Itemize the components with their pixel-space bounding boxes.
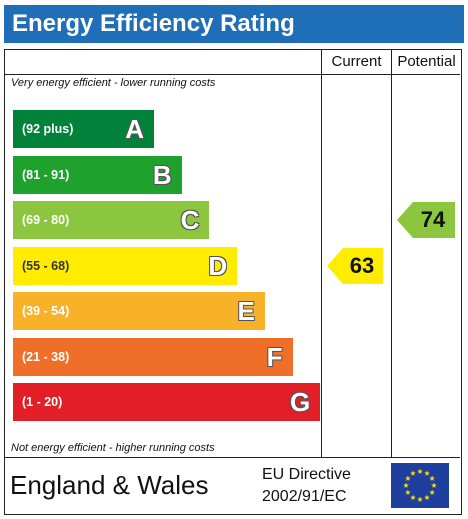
band-letter: G — [289, 387, 311, 417]
band-e: (39 - 54) E — [13, 292, 265, 330]
band-range: (55 - 68) — [22, 258, 70, 273]
eu-star — [431, 482, 437, 488]
eu-star — [429, 489, 435, 495]
header-divider — [5, 74, 460, 75]
eu-star — [410, 470, 416, 476]
eu-star — [417, 468, 423, 474]
eu-directive: EU Directive 2002/91/EC — [262, 464, 351, 508]
potential-rating-arrow: 74 — [397, 202, 455, 238]
eu-star — [403, 482, 409, 488]
top-caption: Very energy efficient - lower running co… — [11, 77, 216, 89]
eu-star — [410, 494, 416, 501]
band-letter: F — [266, 341, 283, 372]
eu-flag-icon — [391, 463, 449, 508]
band-c: (69 - 80) C — [13, 201, 210, 239]
band-range: (1 - 20) — [22, 395, 63, 409]
band-range: (69 - 80) — [22, 213, 70, 227]
column-divider-current — [321, 50, 322, 458]
band-range: (21 - 38) — [22, 349, 70, 364]
current-column-header: Current — [331, 53, 382, 70]
band-a: (92 plus) A — [13, 110, 154, 148]
band-letter: A — [125, 114, 144, 144]
band-range: (81 - 91) — [22, 167, 70, 182]
directive-line-1: EU Directive — [262, 466, 351, 483]
bottom-caption: Not energy efficient - higher running co… — [11, 442, 215, 454]
column-divider-potential — [391, 50, 392, 458]
band-g: (1 - 20) G — [13, 383, 321, 421]
eu-star — [405, 489, 411, 495]
band-range: (92 plus) — [22, 122, 74, 136]
footer-divider — [5, 457, 460, 458]
band-letter: E — [237, 296, 255, 326]
band-f: (21 - 38) F — [13, 337, 293, 376]
potential-arrow-shape — [397, 202, 455, 238]
eu-star — [405, 475, 411, 481]
current-arrow-shape — [327, 247, 383, 284]
eu-star — [429, 475, 435, 481]
current-rating-arrow: 63 — [327, 247, 383, 284]
eu-star — [424, 494, 430, 501]
directive-line-2: 2002/91/EC — [262, 488, 347, 505]
country-label: England & Wales — [10, 470, 209, 500]
band-letter: B — [152, 159, 172, 190]
potential-column-header: Potential — [397, 53, 456, 70]
eu-star — [424, 470, 430, 476]
eu-star — [417, 496, 423, 502]
page-title: Energy Efficiency Rating — [4, 5, 464, 43]
rating-table: Current Potential Very energy efficient … — [4, 49, 462, 515]
potential-rating-value: 74 — [420, 207, 446, 232]
band-range: (39 - 54) — [22, 304, 70, 318]
band-letter: D — [208, 250, 228, 281]
current-rating-value: 63 — [349, 252, 375, 278]
band-letter: C — [180, 205, 200, 235]
band-d: (55 - 68) D — [13, 246, 238, 285]
band-b: (81 - 91) B — [13, 155, 182, 194]
